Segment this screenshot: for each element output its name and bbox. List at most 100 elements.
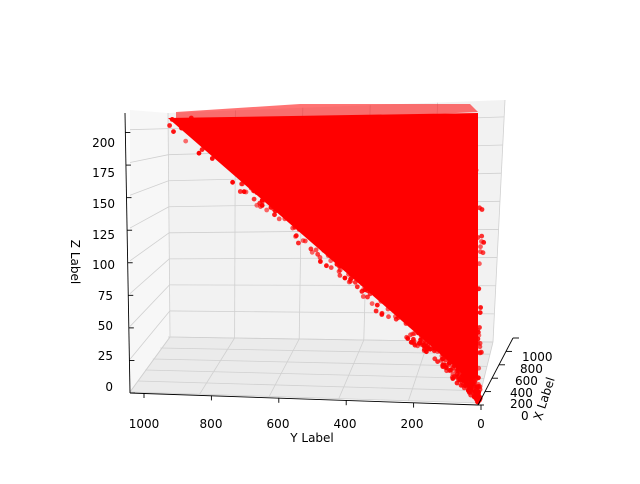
- x-grid-line: [145, 369, 485, 379]
- data-point: [341, 254, 347, 260]
- data-point: [465, 313, 471, 318]
- data-point: [307, 145, 313, 151]
- data-point: [320, 189, 325, 195]
- data-point: [385, 306, 391, 312]
- data-point: [214, 152, 220, 158]
- data-point: [304, 214, 309, 220]
- data-point: [259, 198, 265, 203]
- data-point: [346, 271, 351, 277]
- data-point: [383, 234, 389, 240]
- data-point: [276, 153, 282, 159]
- data-point: [441, 281, 447, 287]
- data-point: [431, 268, 436, 273]
- data-point: [405, 336, 411, 341]
- data-point: [279, 187, 284, 193]
- x-grid-line: [160, 347, 491, 355]
- data-point: [476, 286, 482, 292]
- data-point: [352, 243, 357, 249]
- data-point: [254, 202, 260, 208]
- z-tick-label: 100: [92, 258, 115, 272]
- data-point: [169, 117, 175, 122]
- x-tick-label: 400: [510, 386, 533, 400]
- data-point: [451, 348, 457, 353]
- data-point: [386, 265, 392, 271]
- data-point: [351, 257, 356, 262]
- data-point: [295, 199, 301, 204]
- data-point: [377, 268, 382, 274]
- data-point: [365, 182, 371, 188]
- data-point: [456, 345, 462, 351]
- data-point: [327, 246, 333, 252]
- z-tick-label: 200: [92, 136, 115, 150]
- data-point: [466, 266, 472, 272]
- data-point: [186, 129, 191, 134]
- data-point: [444, 334, 450, 340]
- data-point: [337, 260, 343, 266]
- y-grid-line: [338, 339, 365, 399]
- data-point: [271, 180, 276, 185]
- data-point: [357, 208, 363, 214]
- data-point: [338, 211, 344, 217]
- data-point: [372, 224, 378, 230]
- data-point: [416, 266, 422, 271]
- data-point: [467, 367, 472, 372]
- data-point: [435, 319, 440, 325]
- data-point: [405, 312, 411, 317]
- data-point: [464, 233, 469, 239]
- data-point: [199, 147, 205, 153]
- data-point: [422, 312, 428, 317]
- data-point: [369, 247, 375, 253]
- data-point: [293, 203, 299, 209]
- data-point: [395, 309, 401, 314]
- data-point: [395, 315, 401, 321]
- data-point: [423, 336, 428, 341]
- data-point: [432, 274, 437, 280]
- data-point: [325, 253, 331, 258]
- data-point: [434, 338, 440, 343]
- data-point: [167, 123, 173, 128]
- y-tick-label: 0: [477, 417, 485, 431]
- data-point: [454, 380, 460, 386]
- x-grid-line: [137, 380, 482, 392]
- data-point: [442, 252, 448, 257]
- data-point: [473, 167, 479, 173]
- data-point: [455, 297, 461, 303]
- data-point: [373, 159, 379, 165]
- data-point: [336, 238, 342, 244]
- data-point: [436, 308, 442, 314]
- data-point: [464, 251, 470, 256]
- data-point: [406, 226, 412, 232]
- data-point: [331, 231, 337, 237]
- data-point: [313, 247, 319, 253]
- data-point: [370, 167, 376, 172]
- data-point: [423, 275, 429, 281]
- data-point: [185, 119, 191, 125]
- data-point: [479, 207, 485, 212]
- data-point: [205, 124, 211, 130]
- data-point: [426, 317, 432, 322]
- data-point: [454, 356, 460, 361]
- data-point: [474, 390, 480, 396]
- data-point: [320, 234, 326, 239]
- data-point: [439, 276, 445, 282]
- data-point: [434, 270, 440, 276]
- data-point: [244, 152, 250, 158]
- data-point: [426, 281, 432, 286]
- y-tick-label: 600: [267, 417, 290, 431]
- data-point: [382, 167, 388, 173]
- data-point: [405, 291, 410, 296]
- data-point: [400, 294, 406, 299]
- data-point: [462, 334, 467, 340]
- data-point: [238, 169, 244, 175]
- data-point: [359, 260, 364, 266]
- data-point: [437, 281, 442, 287]
- data-point: [468, 379, 474, 385]
- data-point: [408, 272, 414, 278]
- data-point: [359, 289, 365, 294]
- data-point: [279, 169, 285, 174]
- data-point: [347, 194, 353, 200]
- data-point: [474, 395, 479, 401]
- data-point: [393, 270, 398, 275]
- data-point: [383, 279, 389, 285]
- data-point: [243, 129, 249, 135]
